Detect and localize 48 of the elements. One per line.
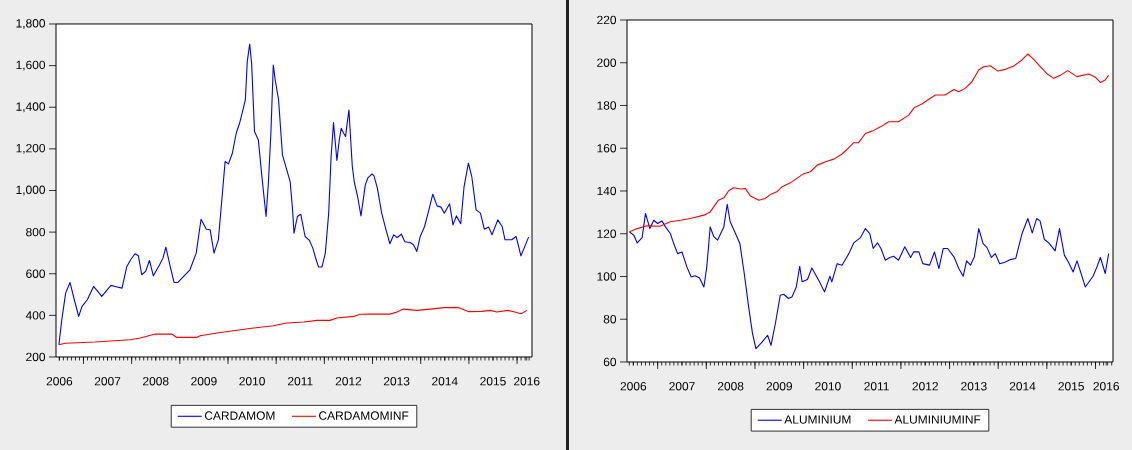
x-tick-label: 2013 — [961, 382, 987, 391]
y-tick-label: 800 — [26, 227, 46, 237]
y-tick-label: 140 — [597, 186, 617, 196]
x-tick-label: 2012 — [335, 377, 362, 386]
line-series — [628, 203, 1110, 350]
line-series — [58, 307, 528, 346]
x-tick-label: 2011 — [288, 377, 313, 386]
x-tick-label: 2007 — [669, 382, 695, 391]
x-tick-label: 2006 — [620, 382, 647, 391]
y-tick-label: 1,000 — [16, 185, 46, 196]
x-tick-label: 2013 — [383, 377, 410, 386]
x-tick-label: 2016 — [1093, 382, 1119, 391]
x-tick-label: 2009 — [766, 382, 792, 391]
x-tick-label: 2016 — [514, 377, 540, 386]
y-tick-label: 160 — [597, 144, 617, 153]
y-tick-label: 400 — [25, 311, 46, 320]
y-tick-label: 220 — [597, 15, 617, 25]
y-tick-label: 60 — [603, 357, 617, 367]
x-tick-label: 2015 — [480, 377, 506, 386]
x-tick-label: 2011 — [864, 382, 889, 391]
line-series — [628, 53, 1110, 233]
x-tick-label: 2008 — [143, 377, 169, 386]
x-tick-label: 2015 — [1058, 382, 1084, 391]
y-tick-label: 180 — [597, 101, 617, 110]
y-tick-label: 100 — [597, 272, 617, 281]
y-tick-label: 120 — [597, 229, 617, 238]
legend-label: CARDAMOM — [204, 411, 275, 420]
x-tick-label: 2009 — [191, 377, 217, 386]
y-tick-label: 1,800 — [16, 19, 46, 29]
y-tick-label: 1,200 — [16, 143, 46, 154]
legend-label: CARDAMOMINF — [319, 411, 409, 420]
x-tick-label: 2014 — [1009, 382, 1036, 391]
x-tick-label: 2014 — [432, 377, 458, 386]
x-tick-label: 2007 — [94, 377, 121, 386]
x-tick-label: 2012 — [912, 382, 938, 391]
y-tick-label: 1,600 — [16, 60, 46, 71]
y-tick-label: 80 — [603, 315, 617, 324]
y-tick-label: 1,400 — [16, 102, 46, 113]
legend-label: ALUMINIUM — [784, 415, 851, 424]
x-tick-label: 2008 — [717, 382, 744, 391]
x-tick-label: 2006 — [46, 377, 73, 386]
y-tick-label: 600 — [26, 269, 46, 278]
legend-label: ALUMINIUMINF — [894, 415, 981, 424]
x-tick-label: 2010 — [815, 382, 841, 391]
y-tick-label: 200 — [597, 58, 617, 67]
y-tick-label: 200 — [26, 352, 46, 362]
x-tick-label: 2010 — [239, 377, 265, 386]
line-series — [58, 43, 530, 346]
